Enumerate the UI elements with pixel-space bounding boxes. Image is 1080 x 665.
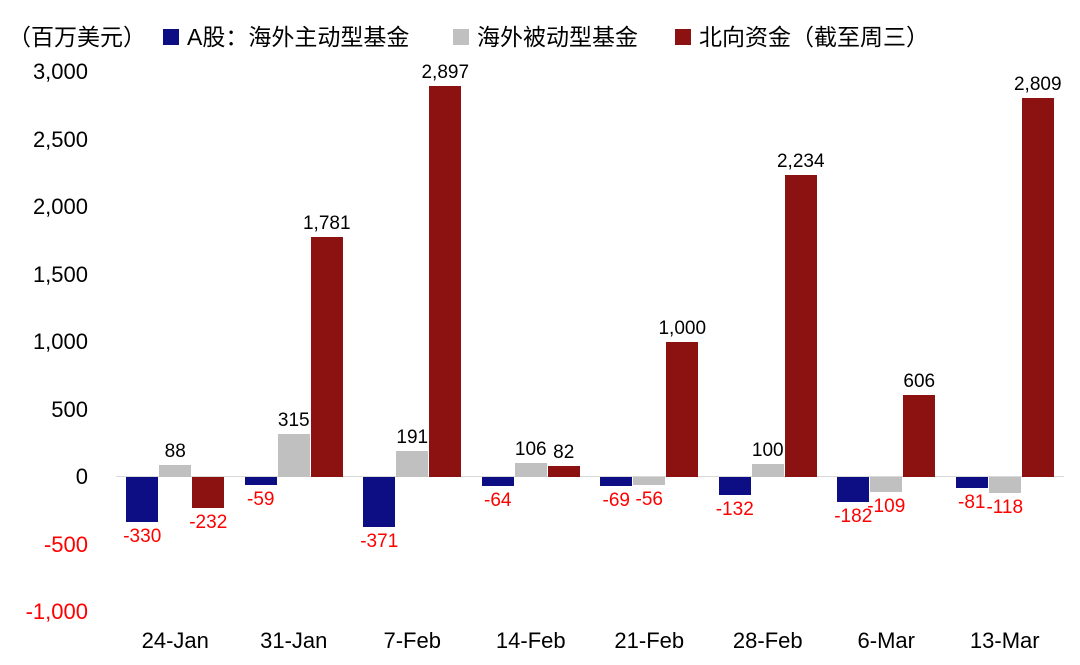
value-label: 2,234	[776, 151, 825, 173]
bar	[547, 465, 580, 477]
legend-swatch-gray-icon	[453, 29, 469, 45]
bar	[988, 477, 1021, 493]
x-axis-label: 24-Jan	[141, 628, 209, 653]
legend-item-overseas-passive-funds: 海外被动型基金	[453, 23, 638, 51]
y-tick-label: 2,500	[32, 126, 88, 152]
legend-swatch-navy-icon	[163, 29, 179, 45]
y-tick-label: 500	[51, 396, 88, 422]
value-label: -371	[360, 531, 399, 553]
bar	[277, 434, 310, 477]
value-label: 100	[751, 439, 784, 461]
value-label: 2,897	[421, 61, 470, 83]
bar	[126, 477, 159, 522]
value-label: 1,000	[658, 318, 707, 339]
bar	[429, 85, 462, 477]
bar	[751, 463, 784, 477]
bar	[718, 477, 751, 495]
bar	[870, 477, 903, 492]
x-axis-label: 28-Feb	[732, 628, 803, 653]
bar	[192, 477, 225, 509]
value-label: -56	[635, 488, 663, 510]
value-label: -81	[958, 491, 986, 513]
value-label: 1,781	[302, 212, 351, 234]
value-label: -64	[484, 489, 512, 511]
y-axis-unit-label: （百万美元）	[8, 24, 146, 50]
value-label: 606	[903, 371, 936, 393]
value-label: 191	[396, 427, 429, 449]
y-tick-label: 1,000	[32, 329, 88, 354]
y-tick-label: 0	[75, 464, 88, 489]
y-tick-label: -1,000	[25, 599, 88, 624]
zero-axis-line	[116, 476, 1064, 477]
legend-item-northbound-flows: 北向资金（截至周三）	[675, 23, 929, 51]
value-label: -118	[986, 496, 1024, 518]
bar	[837, 477, 870, 502]
bar	[1021, 97, 1054, 477]
bar	[514, 462, 547, 477]
y-tick-label: 1,500	[32, 261, 88, 287]
y-tick-label: 2,000	[32, 194, 88, 219]
x-axis-label: 13-Mar	[969, 628, 1040, 653]
x-axis-label: 6-Mar	[857, 628, 915, 653]
bar	[784, 175, 817, 477]
bar	[159, 465, 192, 477]
y-tick-label: -500	[43, 531, 88, 557]
x-axis-label: 21-Feb	[614, 628, 685, 653]
bar	[903, 395, 936, 477]
bar	[955, 477, 988, 488]
legend-swatch-dark-red-icon	[675, 29, 691, 45]
bar	[244, 477, 277, 485]
bar	[481, 477, 514, 486]
legend-label: 北向资金（截至周三）	[699, 24, 929, 50]
value-label: 82	[553, 441, 575, 463]
bar	[633, 477, 666, 485]
x-axis-label: 14-Feb	[495, 628, 566, 653]
bar	[666, 342, 699, 477]
legend-label: A股：海外主动型基金	[187, 24, 410, 50]
x-axis-label: 31-Jan	[260, 628, 328, 653]
x-axis-label: 7-Feb	[383, 628, 441, 653]
value-label: -182	[834, 505, 873, 527]
bar	[310, 236, 343, 477]
value-label: 88	[164, 441, 186, 463]
value-label: 2,809	[1013, 73, 1062, 95]
value-label: -132	[715, 498, 754, 520]
value-label: -69	[602, 490, 630, 512]
y-tick-label: 3,000	[32, 59, 88, 84]
value-label: 106	[514, 438, 547, 460]
value-label: 315	[277, 410, 310, 432]
legend-item-overseas-active-funds: A股：海外主动型基金	[163, 23, 409, 51]
legend-label: 海外被动型基金	[477, 24, 638, 50]
value-label: -232	[189, 512, 228, 534]
bar	[363, 477, 396, 528]
bar	[600, 477, 633, 487]
value-label: -109	[867, 495, 906, 517]
value-label: -330	[123, 525, 162, 547]
bar	[396, 451, 429, 477]
value-label: -59	[247, 488, 275, 510]
